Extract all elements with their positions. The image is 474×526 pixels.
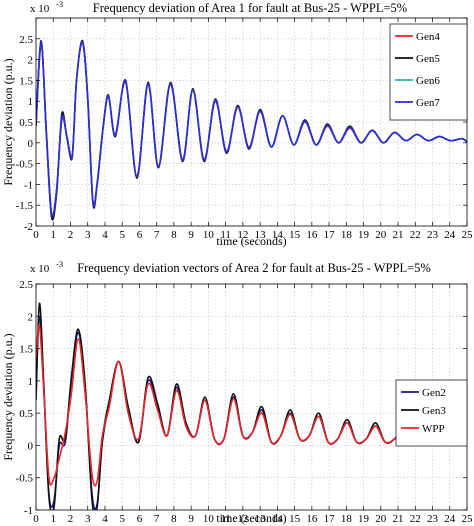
area1-chart: 0 1 2 3 4 5 6 7 8 9 10 11 12 13 14 15 16 17 18 19 20 21 22 23 24… xyxy=(1,0,473,248)
series-line-gen7 xyxy=(36,41,467,217)
legend: Gen2 Gen3 WPP xyxy=(395,379,468,447)
y-tick-label: -1 xyxy=(24,179,33,191)
x-tick-label: 23 xyxy=(427,513,439,525)
series-line-wpp xyxy=(36,324,467,487)
y-tick-label: -1 xyxy=(24,505,33,517)
y-tick-label: 1 xyxy=(28,376,34,388)
x-tick-label: 7 xyxy=(154,229,160,241)
y-axis-label: Frequency deviation (p.u.) xyxy=(1,58,15,185)
y-tick-label: -0.5 xyxy=(16,473,34,485)
x-tick-label: 2 xyxy=(68,229,74,241)
chart-title: Frequency deviation of Area 1 for fault … xyxy=(93,1,407,15)
x-tick-label: 15 xyxy=(289,229,301,241)
y-axis-label: Frequency deviation (p.u.) xyxy=(1,333,15,460)
x-tick-label: 25 xyxy=(462,513,474,525)
x-tick-label: 0 xyxy=(33,229,39,241)
x-tick-label: 7 xyxy=(154,513,160,525)
series-group xyxy=(36,40,467,221)
x-tick-label: 5 xyxy=(119,513,125,525)
x-tick-label: 10 xyxy=(203,229,215,241)
y-tick-label: 1.5 xyxy=(19,75,33,87)
legend-label-wpp: WPP xyxy=(422,423,445,435)
y-multiplier: x 10 xyxy=(30,263,50,275)
x-tick-label: 4 xyxy=(102,229,108,241)
x-tick-label: 13 xyxy=(255,229,267,241)
x-tick-label: 10 xyxy=(203,513,215,525)
x-tick-label: 12 xyxy=(237,513,248,525)
x-tick-label: 2 xyxy=(68,513,74,525)
y-tick-label: -1.5 xyxy=(16,200,34,212)
x-tick-label: 5 xyxy=(119,229,125,241)
x-tick-label: 22 xyxy=(410,229,421,241)
y-tick-label: 0 xyxy=(28,138,34,150)
y-tick-label: 0.5 xyxy=(19,408,33,420)
legend-label-gen6: Gen6 xyxy=(416,75,440,87)
legend-label-gen4: Gen4 xyxy=(416,31,440,43)
x-tick-label: 24 xyxy=(444,229,456,241)
legend-label-gen5: Gen5 xyxy=(416,53,440,65)
x-tick-label: 9 xyxy=(188,229,194,241)
x-tick-label: 1 xyxy=(50,513,56,525)
x-tick-label: 21 xyxy=(393,513,404,525)
y-tick-label: 1 xyxy=(28,96,34,108)
chart-title: Frequency deviation vectors of Area 2 fo… xyxy=(77,261,431,275)
x-tick-label: 16 xyxy=(306,513,318,525)
y-tick-label: -2 xyxy=(24,221,33,233)
x-tick-label: 18 xyxy=(341,513,353,525)
x-tick-label: 14 xyxy=(272,513,284,525)
y-tick-label: 2.5 xyxy=(19,279,33,291)
x-tick-label: 20 xyxy=(375,229,387,241)
x-tick-label: 6 xyxy=(137,229,143,241)
x-tick-label: 22 xyxy=(410,513,421,525)
y-tick-label: 2 xyxy=(28,55,34,67)
y-tick-label: 0 xyxy=(28,440,34,452)
x-tick-label: 1 xyxy=(50,229,56,241)
x-axis-label: time (seconds) xyxy=(216,511,286,525)
y-exponent: -3 xyxy=(56,259,63,269)
y-tick-label: 2 xyxy=(28,311,34,323)
y-tick-label: 1.5 xyxy=(19,344,33,356)
x-tick-label: 19 xyxy=(358,229,370,241)
x-tick-label: 11 xyxy=(220,229,231,241)
x-tick-label: 14 xyxy=(272,229,284,241)
legend-box xyxy=(395,379,468,447)
x-tick-label: 15 xyxy=(289,513,301,525)
x-tick-label: 23 xyxy=(427,229,439,241)
x-tick-label: 16 xyxy=(306,229,318,241)
x-tick-label: 11 xyxy=(220,513,231,525)
y-tick-label: -0.5 xyxy=(16,159,34,171)
legend: Gen4 Gen5 Gen6 Gen7 xyxy=(389,23,468,121)
x-tick-label: 17 xyxy=(324,229,336,241)
x-axis-label: time (seconds) xyxy=(216,234,286,248)
area2-chart: 0 1 2 3 4 5 6 7 8 9 10 11 12 13 14 15 16 17 18 19 20 21 22 23 24… xyxy=(1,259,473,525)
x-tick-label: 3 xyxy=(85,513,91,525)
x-tick-label: 18 xyxy=(341,229,353,241)
x-tick-label: 0 xyxy=(33,513,39,525)
x-tick-label: 17 xyxy=(324,513,336,525)
x-tick-label: 8 xyxy=(171,229,177,241)
x-tick-label: 20 xyxy=(375,513,387,525)
legend-box xyxy=(389,23,468,121)
x-tick-label: 12 xyxy=(237,229,248,241)
x-tick-label: 13 xyxy=(255,513,267,525)
y-tick-label: 2.5 xyxy=(19,34,33,46)
x-tick-label: 19 xyxy=(358,513,370,525)
x-tick-label: 3 xyxy=(85,229,91,241)
legend-label-gen7: Gen7 xyxy=(416,97,440,109)
series-group xyxy=(36,302,467,510)
x-tick-label: 6 xyxy=(137,513,143,525)
x-tick-label: 25 xyxy=(462,229,474,241)
y-exponent: -3 xyxy=(56,0,63,9)
x-tick-label: 8 xyxy=(171,513,177,525)
x-tick-label: 9 xyxy=(188,513,194,525)
y-multiplier: x 10 xyxy=(30,3,50,15)
x-tick-label: 4 xyxy=(102,513,108,525)
legend-label-gen3: Gen3 xyxy=(422,405,446,417)
x-tick-label: 21 xyxy=(393,229,404,241)
legend-label-gen2: Gen2 xyxy=(422,387,446,399)
y-tick-label: 0.5 xyxy=(19,117,33,129)
x-tick-label: 24 xyxy=(444,513,456,525)
